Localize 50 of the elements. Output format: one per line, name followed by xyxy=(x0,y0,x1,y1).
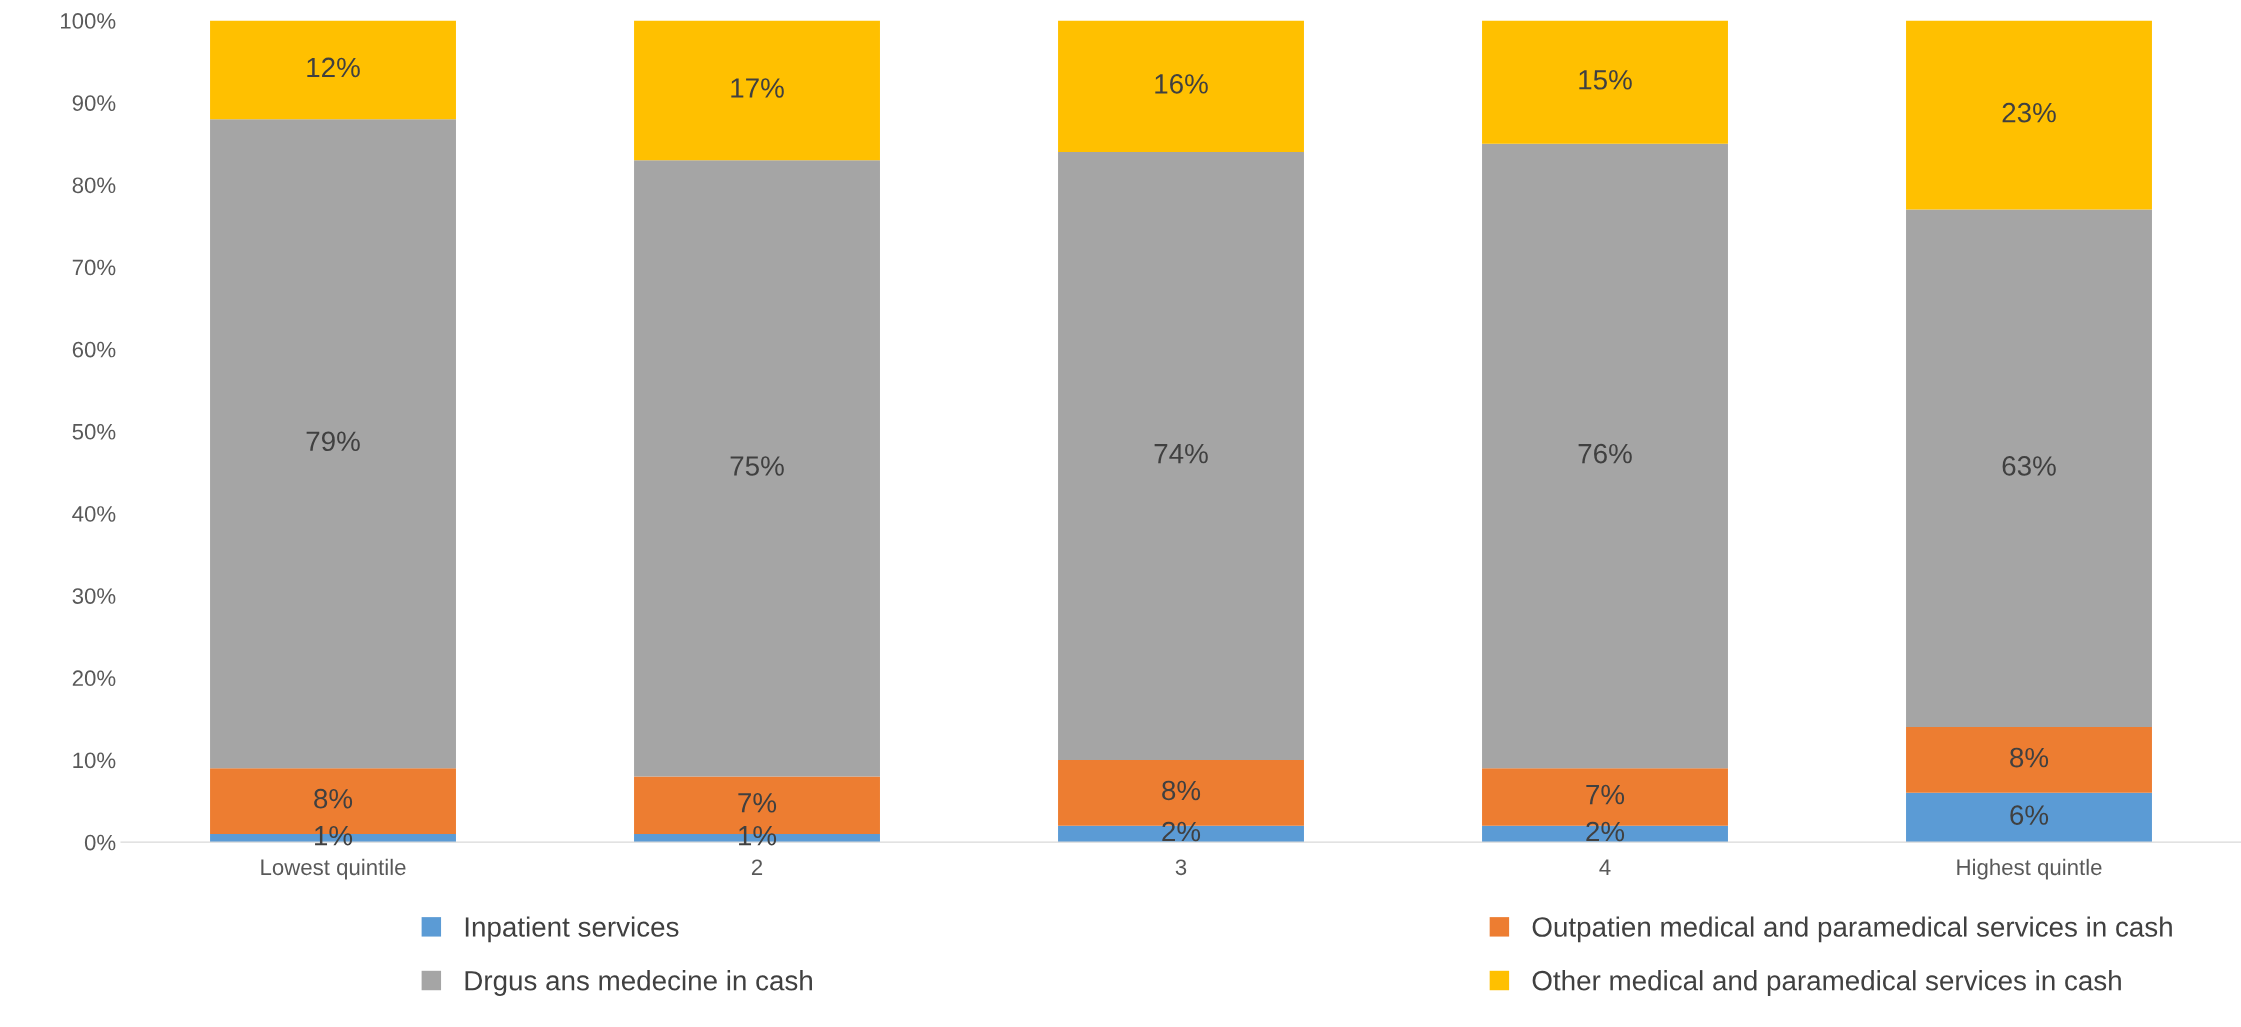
data-label: 74% xyxy=(1154,443,1208,464)
y-tick-label: 30% xyxy=(72,588,116,604)
data-label: 8% xyxy=(314,788,353,809)
x-tick-label: 2 xyxy=(751,859,763,875)
bar xyxy=(1482,143,1728,769)
data-label: 2% xyxy=(1586,821,1625,842)
bar xyxy=(210,119,456,769)
legend-label: Drgus ans medecine in cash xyxy=(465,970,812,996)
legend-label: Other medical and paramedical services in cash xyxy=(1532,970,2121,996)
bar xyxy=(634,160,880,777)
data-label: 16% xyxy=(1155,74,1208,94)
data-label: 7% xyxy=(1586,784,1625,805)
y-tick-label: 60% xyxy=(72,341,116,358)
bar xyxy=(634,20,880,161)
bar xyxy=(1906,792,2152,843)
bar xyxy=(1482,20,1728,144)
data-label: 15% xyxy=(1579,70,1632,90)
x-tick-label: Highest quintle xyxy=(1957,858,2102,880)
bar xyxy=(1906,209,2152,728)
bar xyxy=(1058,20,1304,152)
y-tick-label: 90% xyxy=(72,95,116,111)
data-label: 8% xyxy=(1162,780,1201,801)
y-tick-label: 100% xyxy=(61,13,116,29)
y-tick-label: 80% xyxy=(72,177,116,194)
data-label: 75% xyxy=(730,456,784,476)
legend-label: Inpatient services xyxy=(465,916,679,943)
y-tick-label: 50% xyxy=(72,423,116,440)
y-tick-label: 40% xyxy=(72,506,116,522)
legend-label: Outpatien medical and paramedical services in cash xyxy=(1532,916,2172,943)
bar xyxy=(1906,727,2152,793)
data-label: 6% xyxy=(2010,805,2049,825)
data-label: 63% xyxy=(2002,456,2056,476)
y-tick-label: 20% xyxy=(72,670,116,687)
data-label: 8% xyxy=(2010,747,2049,768)
data-label: 79% xyxy=(306,431,360,452)
y-tick-label: 10% xyxy=(73,752,116,769)
y-tick-label: 70% xyxy=(72,259,116,276)
x-tick-label: 3 xyxy=(1175,859,1187,876)
bar xyxy=(1906,20,2152,210)
data-label: 17% xyxy=(731,78,784,98)
data-label: 23% xyxy=(2002,102,2056,123)
x-tick-label: Lowest quintile xyxy=(261,858,406,880)
data-label: 76% xyxy=(1578,443,1632,464)
x-tick-label: 4 xyxy=(1599,859,1611,875)
bar xyxy=(210,20,456,120)
data-label: 12% xyxy=(307,57,360,78)
data-label: 2% xyxy=(1162,821,1201,842)
bar xyxy=(1058,152,1304,760)
data-label: 7% xyxy=(738,793,777,813)
y-tick-label: 0% xyxy=(84,834,116,851)
